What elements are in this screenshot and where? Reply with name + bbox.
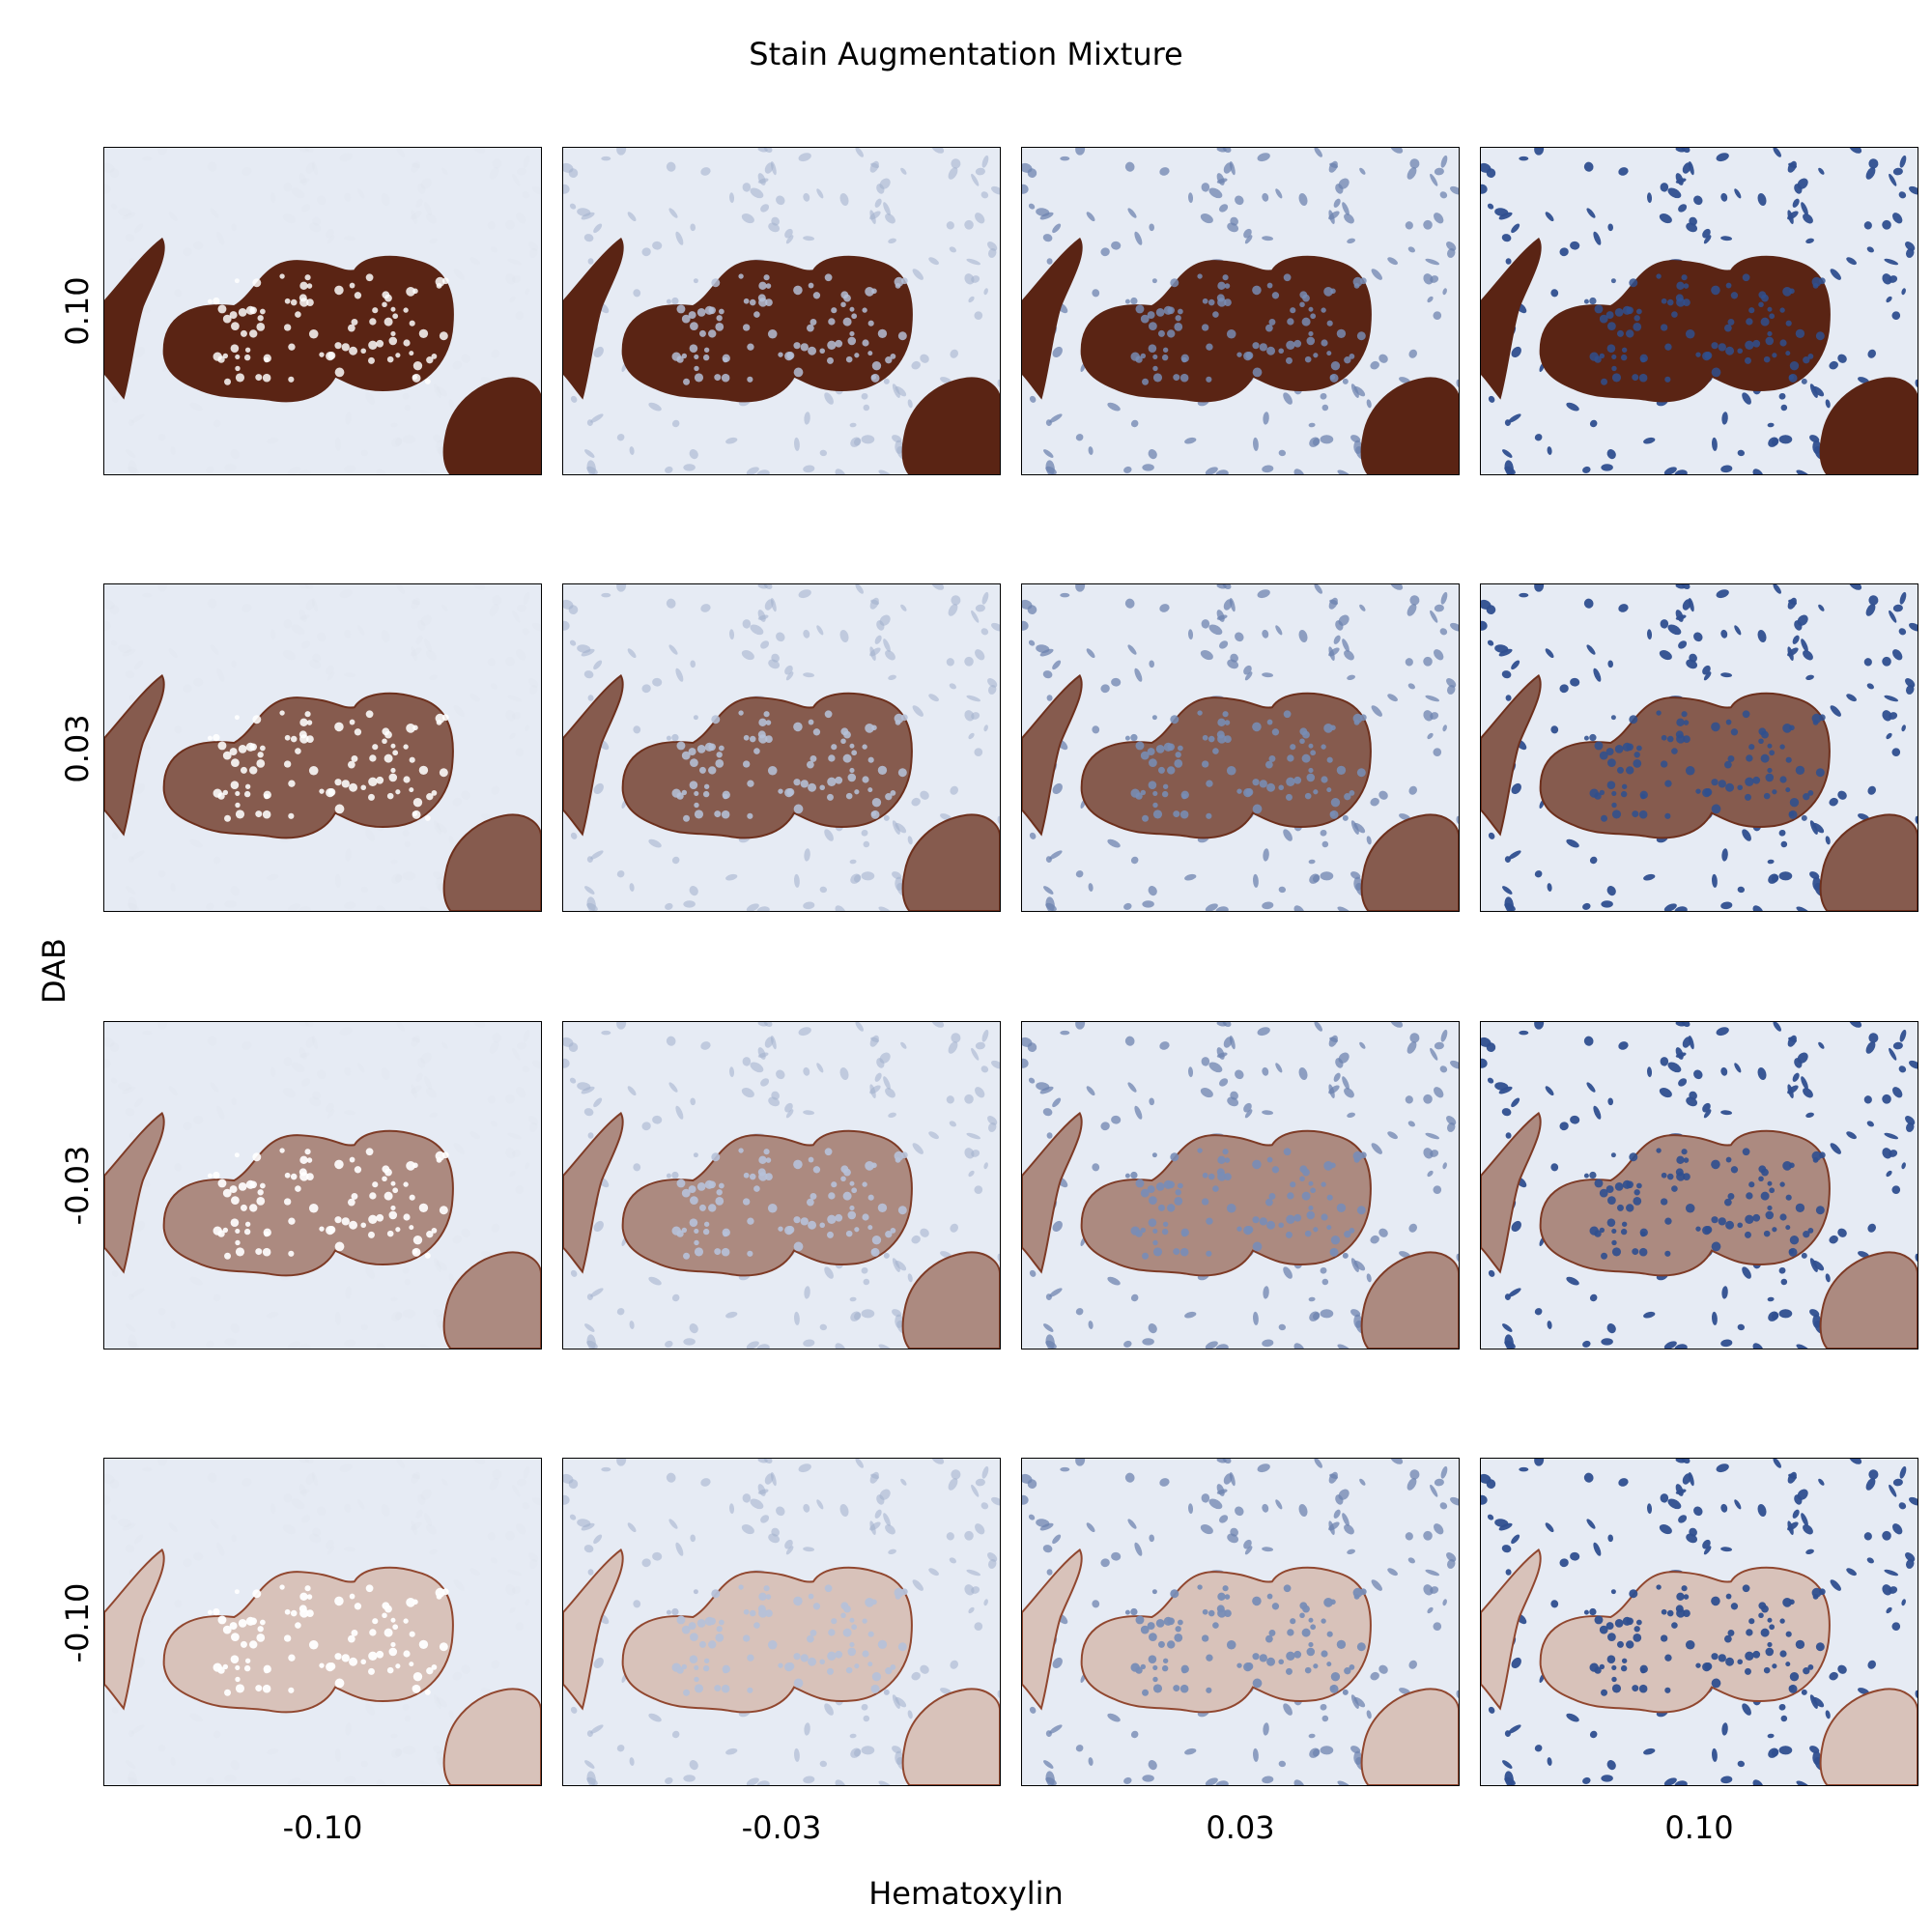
stain-tile-image [563, 1459, 1000, 1785]
stain-tile-r1-c0 [103, 583, 542, 912]
stain-tile-r0-c3 [1480, 147, 1918, 475]
stain-tile-image [563, 1022, 1000, 1349]
stain-tile-r0-c0 [103, 147, 542, 475]
stain-tile-image [1481, 584, 1918, 911]
stain-tile-r0-c2 [1021, 147, 1460, 475]
stain-tile-r2-c2 [1021, 1021, 1460, 1350]
stain-tile-r2-c0 [103, 1021, 542, 1350]
stain-tile-r3-c0 [103, 1458, 542, 1786]
stain-tile-r2-c3 [1480, 1021, 1918, 1350]
stain-tile-image [1022, 148, 1459, 474]
col-label-0: -0.10 [282, 1809, 363, 1846]
stain-tile-image [1481, 1022, 1918, 1349]
x-axis-label: Hematoxylin [868, 1875, 1064, 1912]
stain-tile-r0-c1 [562, 147, 1001, 475]
stain-tile-image [563, 584, 1000, 911]
col-label-3: 0.10 [1664, 1809, 1734, 1846]
stain-tile-r1-c1 [562, 583, 1001, 912]
y-axis-label: DAB [36, 938, 72, 1004]
stain-tile-image [1022, 584, 1459, 911]
row-label-0: 0.10 [59, 276, 96, 346]
stain-tile-image [1022, 1459, 1459, 1785]
row-label-1: 0.03 [59, 714, 96, 783]
col-label-2: 0.03 [1206, 1809, 1275, 1846]
row-label-2: -0.03 [59, 1145, 96, 1226]
stain-tile-image [1022, 1022, 1459, 1349]
stain-tile-r3-c2 [1021, 1458, 1460, 1786]
stain-tile-image [104, 148, 541, 474]
stain-tile-image [104, 1022, 541, 1349]
stain-tile-r3-c1 [562, 1458, 1001, 1786]
stain-tile-r1-c3 [1480, 583, 1918, 912]
figure-title: Stain Augmentation Mixture [749, 36, 1183, 72]
col-label-1: -0.03 [741, 1809, 822, 1846]
stain-tile-image [104, 584, 541, 911]
stain-tile-image [563, 148, 1000, 474]
stain-tile-r1-c2 [1021, 583, 1460, 912]
stain-tile-r2-c1 [562, 1021, 1001, 1350]
stain-tile-r3-c3 [1480, 1458, 1918, 1786]
row-label-3: -0.10 [59, 1582, 96, 1663]
stain-tile-image [104, 1459, 541, 1785]
stain-tile-image [1481, 1459, 1918, 1785]
stain-tile-image [1481, 148, 1918, 474]
